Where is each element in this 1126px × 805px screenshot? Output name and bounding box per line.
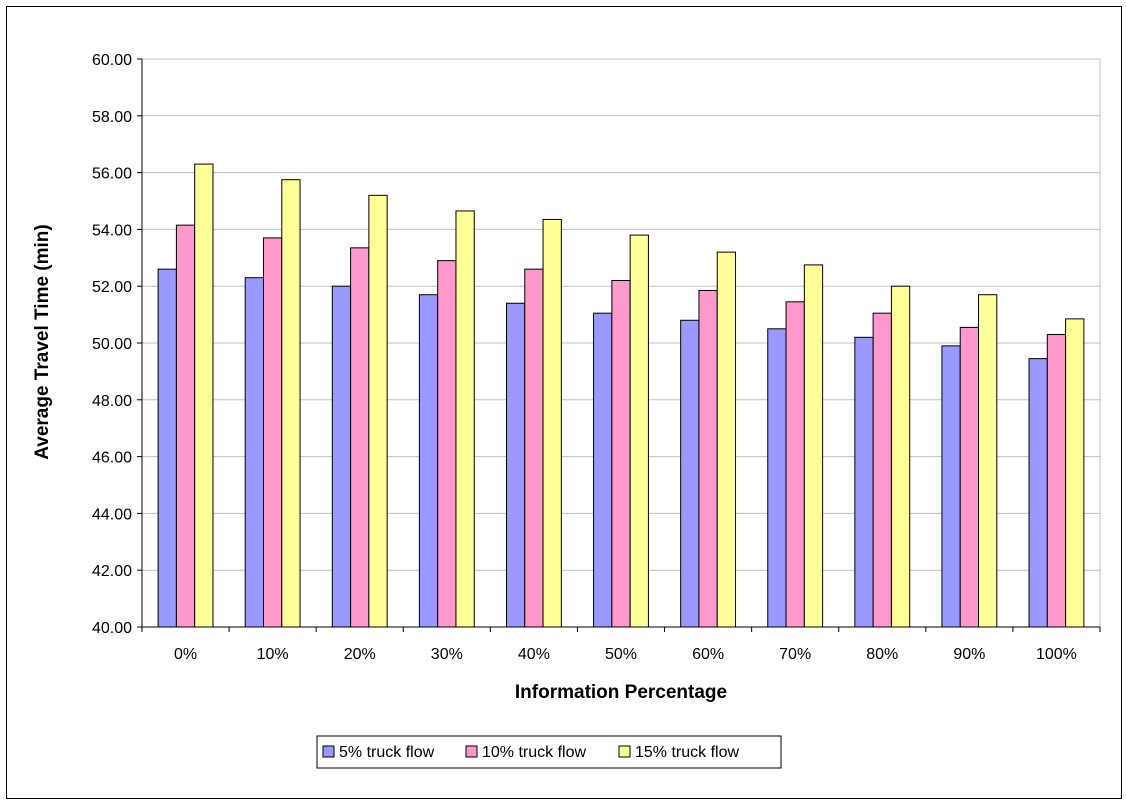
bar-5-truck-flow bbox=[941, 345, 961, 628]
y-tick-label: 46.00 bbox=[92, 450, 132, 467]
y-axis-title: Average Travel Time (min) bbox=[32, 224, 53, 460]
y-tick-label: 54.00 bbox=[92, 222, 132, 239]
legend: 5% truck flow 10% truck flow 15% truck flo… bbox=[322, 744, 739, 761]
y-tick-label: 58.00 bbox=[92, 109, 132, 126]
bar-10-truck-flow bbox=[959, 326, 980, 628]
bar-10-truck-flow bbox=[611, 280, 631, 628]
bar-15-truck-flow bbox=[542, 218, 562, 628]
y-tick-label: 50.00 bbox=[92, 336, 132, 353]
legend-swatch bbox=[322, 745, 335, 758]
bar-5-truck-flow bbox=[418, 294, 439, 628]
y-tick-label: 56.00 bbox=[92, 166, 132, 183]
y-tick-label: 60.00 bbox=[92, 52, 132, 69]
bar-15-truck-flow bbox=[455, 210, 475, 628]
bar-15-truck-flow bbox=[978, 294, 998, 628]
bar-5-truck-flow bbox=[854, 336, 874, 628]
bar-15-truck-flow bbox=[1065, 318, 1085, 628]
x-tick-label: 30% bbox=[431, 646, 463, 663]
bar-15-truck-flow bbox=[368, 194, 388, 628]
legend-swatch bbox=[618, 745, 631, 758]
y-tick-label: 44.00 bbox=[92, 506, 132, 523]
bar-10-truck-flow bbox=[698, 289, 718, 628]
bar-10-truck-flow bbox=[175, 224, 196, 628]
x-axis-title: Information Percentage bbox=[515, 682, 727, 703]
x-tick-label: 80% bbox=[866, 646, 898, 663]
x-tick-label: 10% bbox=[257, 646, 289, 663]
bar-10-truck-flow bbox=[262, 237, 283, 628]
bar-5-truck-flow bbox=[157, 268, 177, 628]
x-tick-label: 70% bbox=[779, 646, 811, 663]
bar-5-truck-flow bbox=[244, 277, 264, 628]
bar-10-truck-flow bbox=[872, 312, 892, 628]
bar-10-truck-flow bbox=[785, 301, 805, 628]
y-tick-labels: 40.00 42.00 44.00 46.00 48.00 50.00 52.00 54.00… bbox=[92, 52, 142, 637]
bar-15-truck-flow bbox=[194, 163, 214, 628]
gridlines bbox=[142, 58, 1101, 627]
bar-15-truck-flow bbox=[629, 234, 649, 628]
y-tick-label: 40.00 bbox=[92, 620, 132, 637]
bar-5-truck-flow bbox=[593, 312, 613, 628]
bar-10-truck-flow bbox=[524, 268, 544, 628]
legend-label: 15% truck flow bbox=[635, 744, 739, 761]
bar-10-truck-flow bbox=[437, 260, 457, 628]
bar-5-truck-flow bbox=[1028, 358, 1048, 628]
x-tick-label: 50% bbox=[605, 646, 637, 663]
bar-15-truck-flow bbox=[716, 251, 737, 628]
x-tick-labels: 0% 10% 20% 30% 40% 50% 60% 70% 80% 90% 100% bbox=[141, 627, 1101, 663]
bar-5-truck-flow bbox=[680, 319, 700, 628]
bars bbox=[157, 163, 1085, 628]
bar-10-truck-flow bbox=[350, 247, 370, 628]
x-tick-label: 90% bbox=[953, 646, 985, 663]
legend-label: 10% truck flow bbox=[482, 744, 586, 761]
x-tick-label: 60% bbox=[692, 646, 724, 663]
legend-swatch bbox=[465, 745, 478, 758]
bar-5-truck-flow bbox=[505, 302, 526, 628]
legend-box bbox=[316, 735, 782, 769]
bar-15-truck-flow bbox=[281, 179, 301, 628]
legend-label: 5% truck flow bbox=[339, 744, 435, 761]
bar-10-truck-flow bbox=[1046, 333, 1067, 628]
bar-15-truck-flow bbox=[803, 264, 824, 628]
bar-15-truck-flow bbox=[890, 285, 911, 628]
y-tick-label: 48.00 bbox=[92, 393, 132, 410]
bar-5-truck-flow bbox=[767, 328, 787, 628]
x-tick-label: 100% bbox=[1036, 646, 1077, 663]
y-tick-label: 42.00 bbox=[92, 563, 132, 580]
x-tick-label: 40% bbox=[518, 646, 550, 663]
y-tick-label: 52.00 bbox=[92, 279, 132, 296]
x-tick-label: 20% bbox=[344, 646, 376, 663]
x-tick-label: 0% bbox=[174, 646, 197, 663]
bar-5-truck-flow bbox=[331, 285, 352, 628]
